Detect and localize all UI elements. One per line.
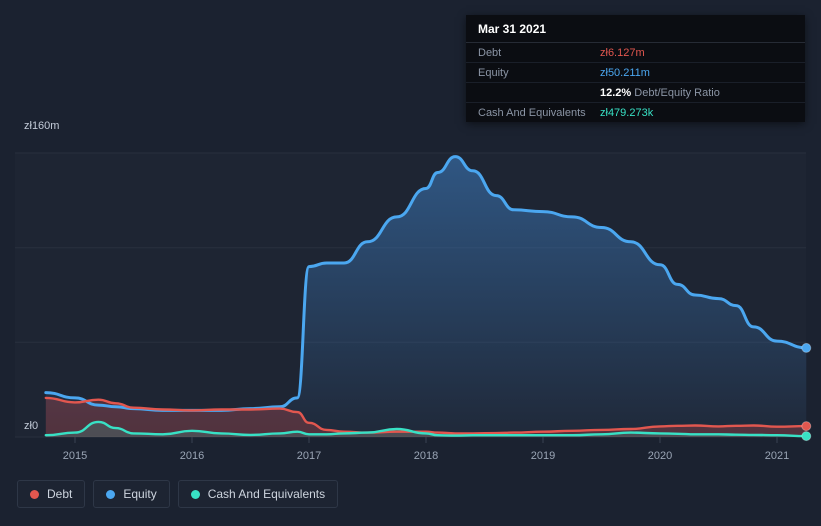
tooltip-cash-value: zł479.273k — [600, 107, 654, 119]
cash-legend-dot — [190, 489, 200, 499]
tooltip-date: Mar 31 2021 — [466, 15, 805, 43]
legend-item-cash[interactable]: Cash And Equivalents — [177, 480, 339, 508]
ratio-caption: Debt/Equity Ratio — [634, 87, 720, 99]
legend-label-debt: Debt — [47, 487, 73, 501]
tooltip-debt-label: Debt — [478, 47, 502, 59]
tooltip-cash-label: Cash And Equivalents — [478, 107, 586, 119]
equity-area — [45, 156, 807, 437]
y-axis-label-top: zł160m — [24, 120, 60, 132]
debt-line — [44, 396, 808, 435]
tooltip-equity-label: Equity — [478, 67, 509, 79]
cash-line — [44, 420, 808, 438]
tooltip-equity-value: zł50.211m — [600, 67, 650, 79]
tooltip-row-ratio: 12.2% Debt/Equity Ratio — [466, 83, 805, 103]
x-tick-label: 2018 — [414, 450, 438, 462]
tooltip-row-equity: Equity zł50.211m — [466, 63, 805, 83]
debt-area — [45, 397, 807, 437]
legend-item-equity[interactable]: Equity — [93, 480, 170, 508]
equity-end-dot — [801, 342, 812, 353]
x-tick-label: 2021 — [765, 450, 789, 462]
x-tick-label: 2019 — [531, 450, 555, 462]
legend-label-equity: Equity — [123, 487, 157, 501]
debt-legend-dot — [30, 489, 39, 499]
chart-tooltip: Mar 31 2021 Debt zł6.127m Equity zł50.21… — [466, 15, 805, 122]
tooltip-ratio-value: 12.2% Debt/Equity Ratio — [600, 87, 720, 99]
tooltip-row-cash: Cash And Equivalents zł479.273k — [466, 103, 805, 122]
debt-end-dot — [801, 421, 812, 432]
tooltip-debt-value: zł6.127m — [600, 47, 645, 59]
legend: Debt Equity Cash And Equivalents — [17, 480, 339, 508]
tooltip-row-debt: Debt zł6.127m — [466, 43, 805, 63]
y-axis-label-zero: zł0 — [24, 420, 39, 432]
equity-legend-dot — [106, 489, 116, 499]
ratio-percent: 12.2% — [600, 87, 632, 99]
x-tick-label: 2015 — [63, 450, 87, 462]
cash-end-dot — [801, 431, 812, 442]
x-tick-label: 2016 — [180, 450, 204, 462]
x-tick-label: 2017 — [297, 450, 321, 462]
legend-label-cash: Cash And Equivalents — [207, 487, 326, 501]
legend-item-debt[interactable]: Debt — [17, 480, 86, 508]
x-tick-label: 2020 — [648, 450, 672, 462]
